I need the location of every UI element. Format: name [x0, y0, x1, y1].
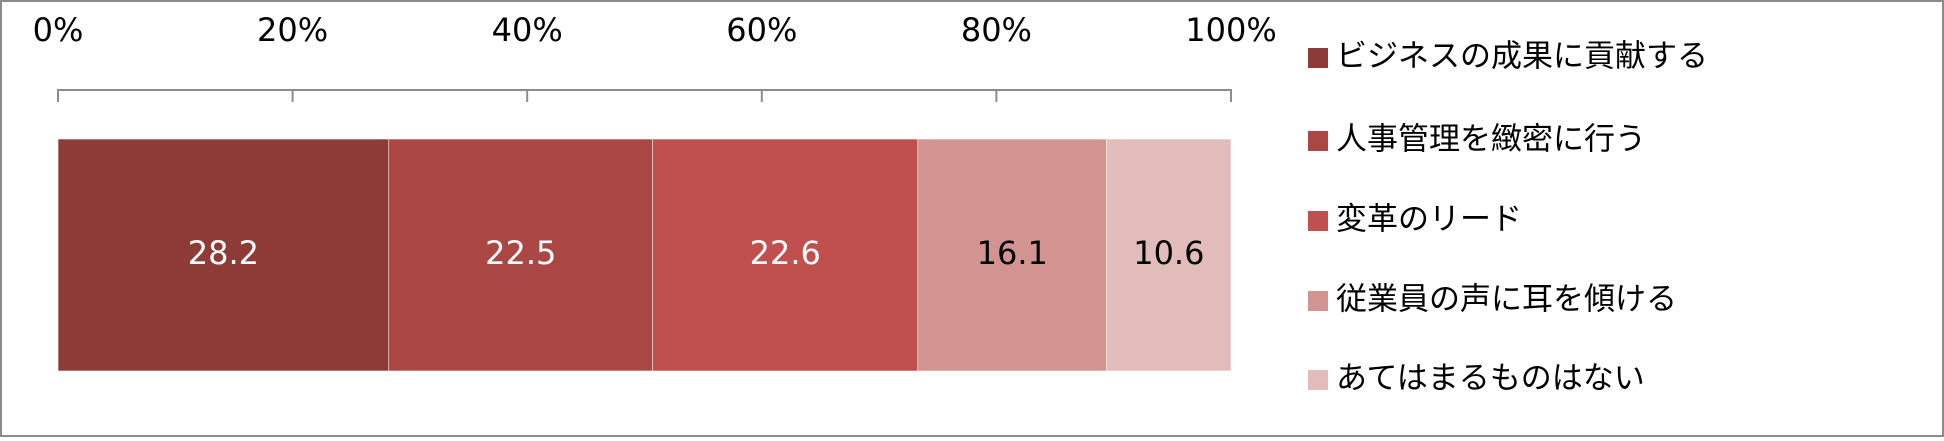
x-tick-label: 0%	[33, 11, 84, 49]
legend-label: 変革のリード	[1336, 202, 1522, 238]
legend-label: 人事管理を緻密に行う	[1336, 122, 1646, 158]
legend-swatch	[1308, 48, 1328, 68]
bar-segment	[57, 138, 390, 372]
bar-segment	[1106, 138, 1232, 372]
bar-segment	[917, 138, 1107, 372]
data-label: 22.5	[485, 234, 556, 272]
legend-swatch	[1308, 211, 1328, 231]
x-tick-label: 60%	[726, 11, 797, 49]
x-tick-label: 80%	[961, 11, 1032, 49]
x-tick-label: 20%	[257, 11, 328, 49]
data-label: 22.6	[750, 234, 821, 272]
legend-swatch	[1308, 370, 1328, 390]
legend-label: 従業員の声に耳を傾ける	[1336, 282, 1677, 318]
legend-label: あてはまるものはない	[1336, 361, 1645, 397]
data-label: 16.1	[977, 234, 1048, 272]
legend-swatch	[1308, 131, 1328, 151]
legend-label: ビジネスの成果に貢献する	[1336, 39, 1708, 75]
bar-segment	[652, 138, 919, 372]
x-tick-label: 40%	[492, 11, 563, 49]
legend-swatch	[1308, 291, 1328, 311]
data-label: 28.2	[188, 234, 259, 272]
x-tick-label: 100%	[1185, 11, 1276, 49]
bar-segment	[388, 138, 654, 372]
data-label: 10.6	[1133, 234, 1204, 272]
